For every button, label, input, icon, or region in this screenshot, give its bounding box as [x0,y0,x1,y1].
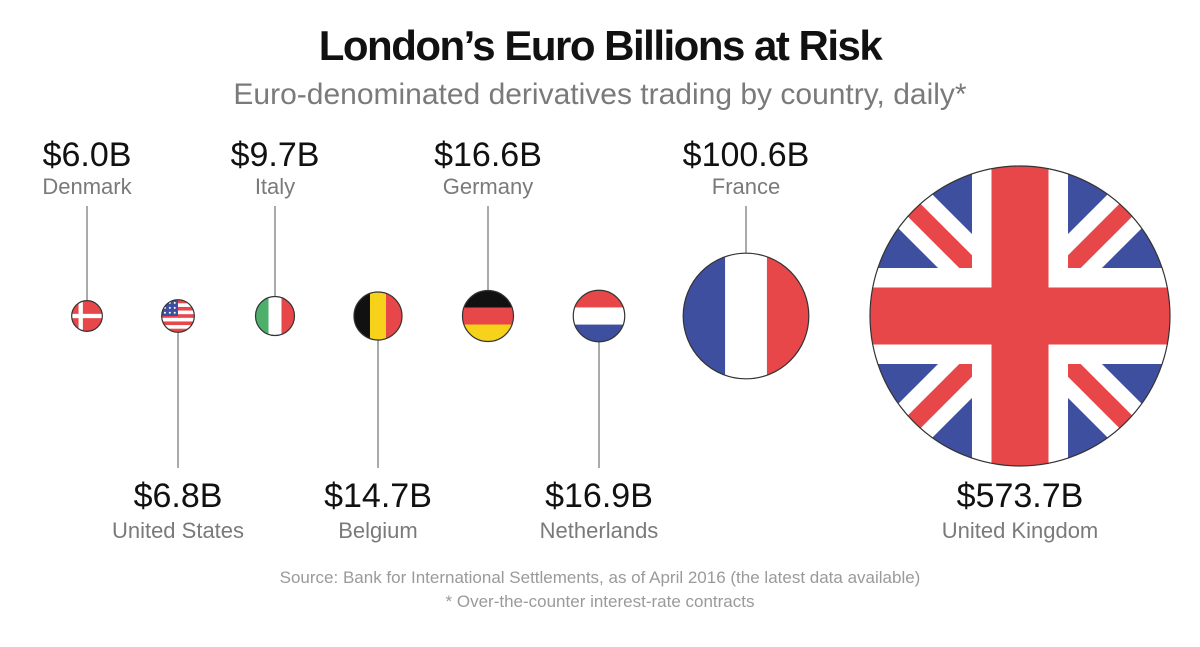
country-label: Belgium [338,518,417,543]
country-label: United Kingdom [942,518,1099,543]
source-note: Source: Bank for International Settlemen… [279,568,921,587]
value-label: $16.9B [545,477,653,515]
country-label: United States [112,518,244,543]
bubble-outline [161,299,195,333]
bubble-outline [254,295,296,337]
country-label: Netherlands [540,518,659,543]
value-label: $573.7B [957,477,1084,515]
chart-subtitle: Euro-denominated derivatives trading by … [233,78,967,111]
value-label: $9.7B [231,136,320,174]
united-kingdom-flag-bubble [870,166,1170,466]
country-label: Italy [255,174,295,199]
value-label: $6.8B [134,477,223,515]
belgium-flag-bubble [353,291,403,341]
value-label: $16.6B [434,136,542,174]
bubble-outline [869,165,1171,467]
country-label: Germany [443,174,533,199]
bubble-outline [353,291,403,341]
value-label: $6.0B [43,136,132,174]
bubble-outline [572,289,626,343]
bubble-outline [461,289,515,343]
footnote: * Over-the-counter interest-rate contrac… [445,592,755,611]
netherlands-flag-bubble [573,290,625,342]
country-label: France [712,174,780,199]
value-label: $100.6B [683,136,810,174]
italy-flag-bubble [255,296,295,336]
country-label: Denmark [42,174,132,199]
denmark-flag-bubble [71,300,103,332]
germany-flag-bubble [462,290,514,342]
value-label: $14.7B [324,477,432,515]
united-states-flag-bubble [161,299,195,333]
chart-title: London’s Euro Billions at Risk [318,22,883,69]
bubble-outline [71,300,103,332]
bubble-outline [682,252,810,380]
